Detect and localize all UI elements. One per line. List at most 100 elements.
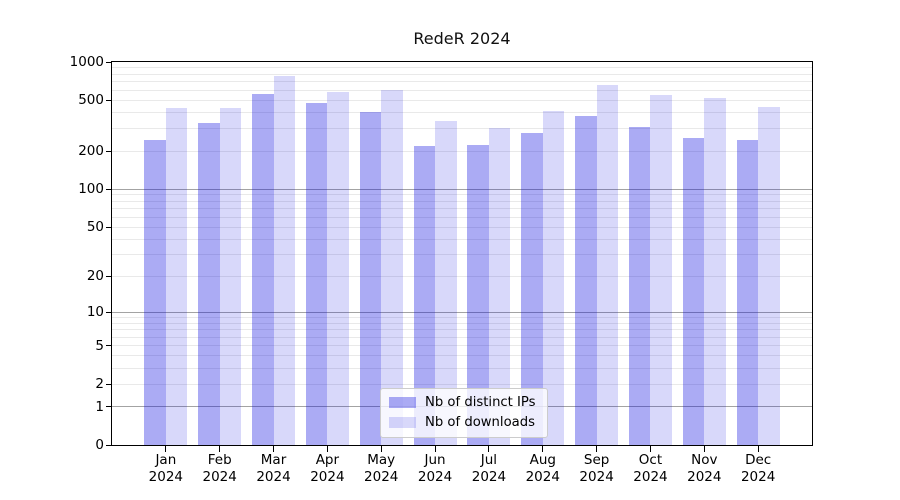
gridline-minor (112, 367, 812, 369)
x-tick-mark (488, 446, 490, 452)
bar-ips-feb (198, 123, 220, 445)
x-tick-label-aug: Aug 2024 (525, 452, 560, 485)
x-tick-label-apr: Apr 2024 (310, 452, 345, 485)
x-tick-label-sep: Sep 2024 (579, 452, 614, 485)
y-tick-mark (106, 188, 112, 190)
gridline-minor (112, 345, 812, 347)
x-tick-label-oct: Oct 2024 (633, 452, 668, 485)
gridline-minor (112, 383, 812, 385)
bar-downloads-aug (542, 111, 565, 445)
bar-downloads-sep (596, 85, 619, 445)
legend-swatch-ips (389, 397, 416, 408)
x-tick-label-jan: Jan 2024 (148, 452, 184, 485)
gridline-minor (112, 208, 812, 210)
gridline-minor (112, 89, 812, 91)
x-tick-mark (219, 446, 221, 452)
gridline-minor (112, 67, 812, 69)
bar-downloads-jun (435, 120, 457, 445)
x-tick-mark (649, 446, 651, 452)
gridline-minor (112, 194, 812, 196)
x-tick-label-mar: Mar 2024 (256, 452, 291, 485)
bar-downloads-feb (219, 107, 242, 445)
bar-ips-aug (521, 133, 543, 445)
gridline-minor (112, 322, 812, 324)
x-tick-mark (703, 446, 705, 452)
legend-swatch-downloads (389, 417, 416, 428)
x-tick-label-dec: Dec 2024 (740, 452, 776, 485)
bar-ips-nov (682, 137, 705, 445)
y-tick-label: 20 (86, 268, 104, 285)
gridline-minor (112, 275, 812, 277)
x-tick-mark (380, 446, 382, 452)
y-tick-mark (106, 444, 112, 446)
legend-entry: Nb of downloads (389, 415, 536, 430)
x-tick-mark (542, 446, 544, 452)
bar-ips-may (359, 112, 382, 445)
y-tick-mark (106, 99, 112, 101)
gridline-minor (112, 336, 812, 338)
gridline-minor (112, 81, 812, 83)
bar-ips-mar (252, 94, 274, 445)
y-tick-mark (106, 406, 112, 408)
gridline-major (112, 311, 812, 313)
gridline-minor (112, 112, 812, 114)
x-tick-mark (165, 446, 167, 452)
legend: Nb of distinct IPs Nb of downloads (380, 388, 548, 438)
bar-ips-dec (736, 140, 759, 445)
gridline-minor (112, 254, 812, 256)
bar-ips-jul (467, 145, 489, 445)
x-tick-label-may: May 2024 (364, 452, 399, 485)
bar-downloads-oct (650, 94, 672, 445)
x-tick-label-feb: Feb 2024 (202, 452, 237, 485)
y-tick-mark (106, 275, 112, 277)
y-tick-label: 2 (95, 376, 104, 393)
x-tick-mark (757, 446, 759, 452)
bar-downloads-may (381, 89, 403, 445)
y-tick-mark (106, 226, 112, 228)
y-tick-label: 0 (95, 437, 104, 453)
y-tick-label: 10 (86, 304, 104, 321)
bar-downloads-apr (327, 92, 349, 445)
chart-title: RedeR 2024 (413, 29, 511, 48)
gridline-minor (112, 150, 812, 152)
x-tick-label-nov: Nov 2024 (687, 452, 722, 485)
legend-label: Nb of distinct IPs (425, 395, 536, 410)
y-tick-mark (106, 61, 112, 63)
y-tick-label: 1000 (69, 54, 104, 70)
gridline-minor (112, 329, 812, 331)
bar-ips-jan (144, 139, 166, 445)
y-tick-label: 5 (95, 337, 104, 354)
y-tick-mark (106, 345, 112, 347)
gridline-minor (112, 128, 812, 130)
x-tick-mark (326, 446, 328, 452)
gridline-minor (112, 316, 812, 318)
y-tick-label: 500 (78, 92, 104, 109)
y-tick-label: 100 (78, 181, 104, 198)
y-tick-label: 1 (95, 398, 104, 415)
bar-ips-sep (575, 115, 597, 445)
x-tick-mark (434, 446, 436, 452)
bar-downloads-nov (704, 97, 726, 445)
bar-ips-oct (628, 126, 651, 445)
gridline-minor (112, 355, 812, 357)
plot-area (111, 61, 813, 446)
y-tick-label: 200 (78, 143, 104, 159)
gridline-minor (112, 216, 812, 218)
bar-ips-jun (413, 146, 436, 445)
bar-downloads-jan (165, 108, 188, 445)
y-tick-mark (106, 150, 112, 152)
x-tick-mark (596, 446, 598, 452)
y-tick-mark (106, 383, 112, 385)
gridline-major (112, 188, 812, 190)
gridline-minor (112, 238, 812, 240)
bar-ips-apr (305, 102, 328, 445)
bar-downloads-mar (273, 75, 296, 445)
gridline-minor (112, 73, 812, 75)
x-tick-label-jun: Jun 2024 (417, 452, 453, 485)
bar-downloads-jul (488, 128, 511, 445)
gridline-minor (112, 200, 812, 202)
x-tick-mark (273, 446, 275, 452)
legend-entry: Nb of distinct IPs (389, 395, 536, 410)
y-tick-label: 50 (86, 219, 104, 236)
